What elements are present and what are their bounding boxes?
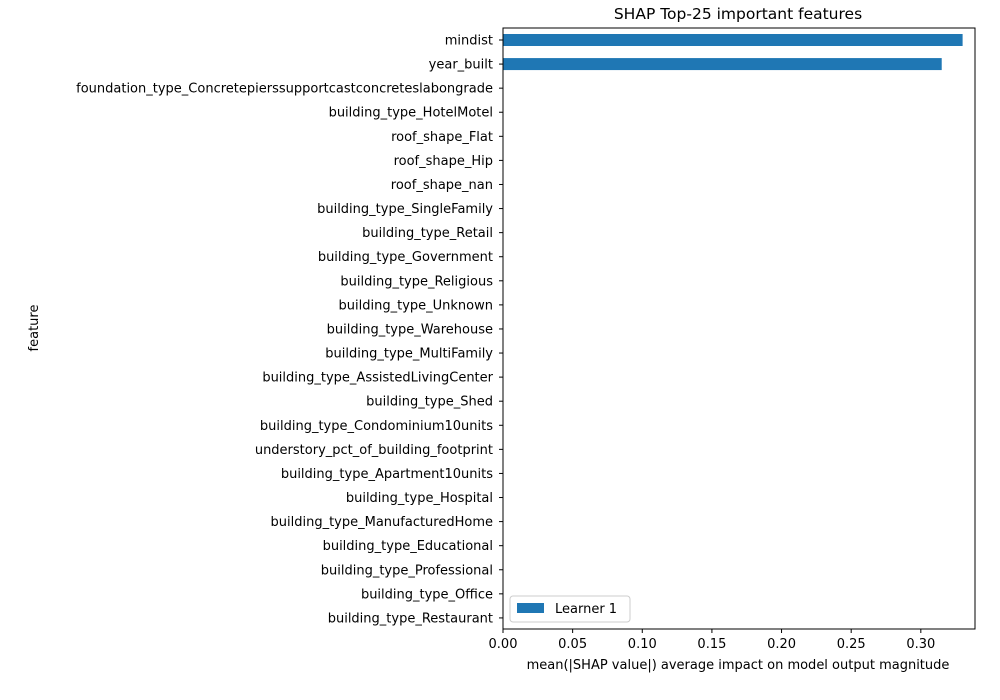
y-tick-label-0: mindist [445, 34, 493, 49]
y-tick-label-10: building_type_Religious [340, 274, 493, 289]
y-tick-label-21: building_type_Educational [323, 539, 493, 554]
bar-0 [503, 34, 963, 46]
y-tick-label-14: building_type_AssistedLivingCenter [262, 371, 493, 386]
y-tick-label-20: building_type_ManufacturedHome [271, 515, 494, 530]
y-tick-label-3: building_type_HotelMotel [329, 106, 493, 121]
y-tick-label-11: building_type_Unknown [339, 298, 493, 313]
y-tick-label-17: understory_pct_of_building_footprint [255, 443, 493, 458]
y-tick-label-22: building_type_Professional [321, 563, 493, 578]
y-tick-label-23: building_type_Office [361, 587, 493, 602]
bars-group [503, 34, 963, 71]
x-tick-label-1: 0.05 [558, 637, 587, 652]
y-axis-ticks: mindist year_built foundation_type_Concret… [76, 34, 503, 626]
y-tick-label-16: building_type_Condominium10units [260, 419, 493, 434]
y-tick-label-4: roof_shape_Flat [391, 130, 493, 145]
y-tick-label-13: building_type_MultiFamily [325, 347, 493, 362]
legend-box [509, 595, 631, 623]
x-tick-label-6: 0.30 [906, 637, 935, 652]
bar-1 [503, 58, 942, 71]
x-tick-label-5: 0.25 [837, 637, 866, 652]
y-tick-label-18: building_type_Apartment10units [281, 467, 493, 482]
legend-swatch [517, 603, 544, 613]
chart-title: SHAP Top-25 important features [614, 5, 862, 23]
y-tick-label-6: roof_shape_nan [391, 178, 493, 193]
y-tick-label-7: building_type_SingleFamily [317, 202, 493, 217]
plot-frame [502, 27, 976, 630]
x-tick-label-4: 0.20 [767, 637, 796, 652]
x-tick-label-0: 0.00 [489, 637, 518, 652]
y-axis-title: feature [27, 305, 42, 352]
legend-label: Learner 1 [555, 602, 617, 617]
y-tick-label-15: building_type_Shed [366, 395, 493, 410]
x-axis-title: mean(|SHAP value|) average impact on mod… [527, 658, 950, 673]
y-tick-label-12: building_type_Warehouse [327, 322, 493, 337]
y-tick-label-8: building_type_Retail [362, 226, 493, 241]
legend: Learner 1 [509, 595, 631, 623]
y-tick-label-19: building_type_Hospital [346, 491, 493, 506]
y-tick-label-24: building_type_Restaurant [328, 611, 493, 626]
x-tick-label-2: 0.10 [628, 637, 657, 652]
y-tick-label-5: roof_shape_Hip [394, 154, 493, 169]
x-axis-ticks: 0.00 0.05 0.10 0.15 0.20 0.25 0.30 [489, 629, 935, 652]
y-tick-label-2: foundation_type_Concretepierssupportcast… [76, 82, 493, 97]
y-tick-label-1: year_built [429, 58, 493, 73]
x-tick-label-3: 0.15 [697, 637, 726, 652]
y-tick-label-9: building_type_Government [318, 250, 493, 265]
